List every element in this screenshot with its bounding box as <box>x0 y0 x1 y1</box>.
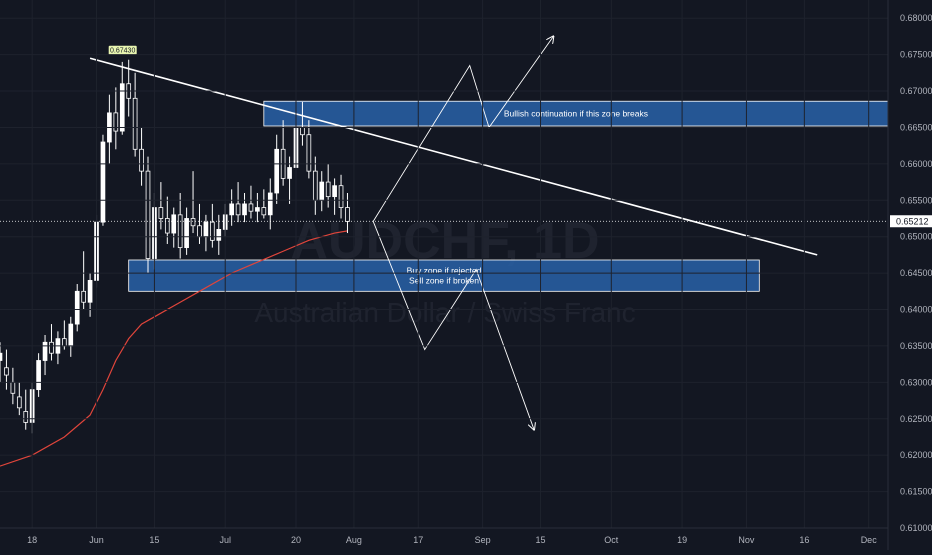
zone-label-1-1: Sell zone if broken <box>409 276 479 286</box>
x-tick-label: 15 <box>536 535 546 545</box>
x-tick-label: Aug <box>346 535 362 545</box>
candle-body <box>345 207 350 222</box>
peak-label-box <box>108 45 137 55</box>
candle-body <box>10 381 16 394</box>
candle-body <box>300 127 305 136</box>
x-tick-label: Sep <box>475 535 491 545</box>
candle-body <box>74 290 80 325</box>
candle-body <box>197 225 202 238</box>
y-tick-label: 0.63000 <box>900 377 932 387</box>
x-tick-label: 19 <box>677 535 687 545</box>
x-tick-label: 15 <box>149 535 159 545</box>
x-tick-label: Dec <box>861 535 878 545</box>
candle-body <box>81 290 86 303</box>
candle-body <box>87 279 93 303</box>
y-tick-label: 0.61000 <box>900 523 932 533</box>
candle-body <box>184 218 189 249</box>
y-tick-label: 0.62500 <box>900 414 932 424</box>
candle-body <box>190 218 196 227</box>
candle-body <box>36 360 41 391</box>
y-tick-label: 0.68000 <box>900 13 932 23</box>
zone-box-0 <box>263 100 889 127</box>
y-tick-label: 0.63500 <box>900 341 932 351</box>
y-tick-label: 0.67000 <box>900 86 932 96</box>
zone-label-0-0: Bullish continuation if this zone breaks <box>504 109 648 119</box>
x-tick-label: 20 <box>291 535 301 545</box>
y-tick-label: 0.66500 <box>900 122 932 132</box>
watermark-name: Australian Dollar / Swiss Franc <box>254 297 635 328</box>
candle-body <box>242 203 247 216</box>
x-tick-label: 18 <box>27 535 37 545</box>
candle-body <box>113 112 119 132</box>
last-price-tag-box <box>890 215 932 228</box>
y-tick-label: 0.66000 <box>900 159 932 169</box>
projection-path-0 <box>372 36 553 222</box>
candle-body <box>171 214 177 234</box>
zone-box-1 <box>128 259 760 292</box>
y-tick-label: 0.64000 <box>900 305 932 315</box>
candle-body <box>261 207 267 216</box>
y-tick-label: 0.65500 <box>900 195 932 205</box>
last-price-tag: 0.65212 <box>896 216 929 226</box>
candle-body <box>49 341 54 354</box>
candle-body <box>248 203 254 212</box>
candle-body <box>23 411 29 423</box>
candle-body <box>267 192 273 216</box>
candle-body <box>235 203 241 216</box>
candle-body <box>319 181 325 201</box>
y-tick-label: 0.64500 <box>900 268 932 278</box>
x-tick-label: Jul <box>219 535 231 545</box>
x-tick-label: Oct <box>604 535 619 545</box>
candle-body <box>132 97 138 150</box>
y-tick-label: 0.65000 <box>900 232 932 242</box>
candle-body <box>312 170 318 201</box>
candle-body <box>100 141 106 223</box>
y-tick-label: 0.62000 <box>900 450 932 460</box>
candle-body <box>68 323 74 347</box>
candle-body <box>216 229 222 241</box>
candle-body <box>119 83 125 132</box>
candle-body <box>306 134 312 172</box>
candle-body <box>338 185 344 208</box>
x-tick-label: 16 <box>799 535 809 545</box>
candle-body <box>287 167 292 179</box>
candle-body <box>139 148 144 172</box>
candle-body <box>158 207 164 219</box>
candle-body <box>274 148 280 194</box>
x-tick-label: Jun <box>89 535 104 545</box>
candle-body <box>4 367 9 376</box>
candle-body <box>177 214 183 249</box>
candle-body <box>164 218 170 234</box>
y-tick-label: 0.67500 <box>900 50 932 60</box>
candle-body <box>325 181 331 198</box>
candle-body <box>16 396 22 409</box>
peak-label: 0.67430 <box>110 48 135 55</box>
candle-body <box>210 221 215 241</box>
x-tick-label: Nov <box>738 535 755 545</box>
candle-body <box>62 338 67 347</box>
candle-body <box>203 221 209 238</box>
x-tick-label: 17 <box>413 535 423 545</box>
candle-body <box>42 341 48 361</box>
candle-body <box>255 207 260 212</box>
candle-body <box>332 185 337 198</box>
y-tick-label: 0.61500 <box>900 487 932 497</box>
zone-label-1-0: Buy zone if rejected <box>407 266 482 276</box>
candle-body <box>229 203 234 216</box>
candle-body <box>145 170 151 259</box>
candle-body <box>0 352 3 361</box>
